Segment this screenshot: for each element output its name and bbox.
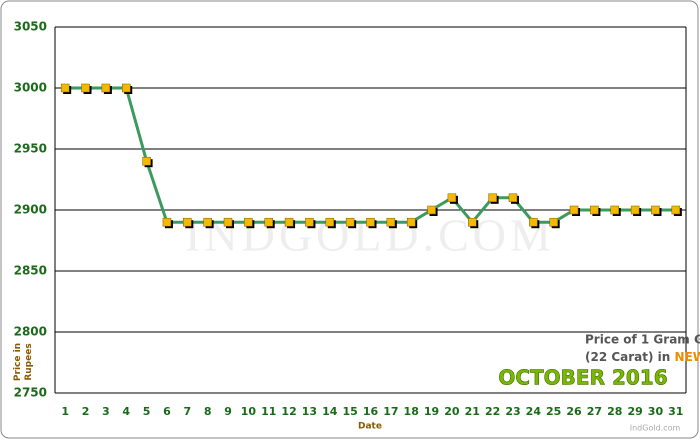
x-tick-label: 20 <box>444 405 460 418</box>
marker <box>203 217 212 227</box>
marker <box>121 83 131 93</box>
marker <box>468 217 477 227</box>
marker <box>386 217 396 227</box>
marker <box>630 205 640 215</box>
y-tick-label: 2750 <box>14 386 47 400</box>
x-tick-label: 9 <box>224 405 232 418</box>
x-tick-label: 11 <box>261 405 276 418</box>
marker <box>651 205 660 215</box>
caption-city: NEW DELHI <box>675 350 700 364</box>
x-tick-label: 4 <box>122 405 130 418</box>
x-tick-label: 31 <box>668 405 683 418</box>
marker <box>345 217 355 227</box>
watermark: INDGOLD.COM <box>185 210 555 261</box>
x-tick-label: 3 <box>102 405 110 418</box>
marker <box>264 217 273 227</box>
x-tick-label: 30 <box>648 405 664 418</box>
x-tick-label: 25 <box>546 405 561 418</box>
marker <box>549 217 558 227</box>
y-tick-label: 3000 <box>14 81 47 95</box>
y-tick-label: 2900 <box>14 203 47 217</box>
marker <box>101 83 111 93</box>
x-tick-label: 13 <box>302 405 317 418</box>
marker <box>366 217 375 227</box>
marker <box>610 205 620 215</box>
marker <box>244 217 253 227</box>
caption-line1: Price of 1 Gram Gold <box>585 333 700 347</box>
marker <box>325 217 335 227</box>
x-tick-label: 22 <box>485 405 500 418</box>
x-tick-label: 15 <box>342 405 357 418</box>
x-tick-label: 29 <box>627 405 642 418</box>
y-tick-label: 2850 <box>14 264 47 278</box>
caption-month: OCTOBER 2016 <box>498 366 667 390</box>
x-axis-label: Date <box>358 422 382 432</box>
y-axis-label: Price inRupees <box>13 343 34 381</box>
site: IndGold.com <box>630 424 681 433</box>
marker <box>142 156 151 166</box>
x-tick-label: 16 <box>363 405 379 418</box>
marker <box>590 205 599 215</box>
y-label-1: Price in <box>13 343 23 381</box>
marker <box>406 217 416 227</box>
x-tick-label: 5 <box>143 405 151 418</box>
marker <box>569 205 579 215</box>
x-tick-label: 18 <box>404 405 419 418</box>
marker <box>284 217 294 227</box>
caption-line2: (22 Carat) in NEW DELHI <box>585 350 700 364</box>
x-tick-label: 19 <box>424 405 439 418</box>
caption-text: (22 Carat) in <box>585 350 670 364</box>
x-tick-label: 17 <box>383 405 398 418</box>
x-tick-label: 28 <box>607 405 622 418</box>
x-tick-label: 23 <box>505 405 520 418</box>
marker <box>671 205 681 215</box>
x-tick-label: 12 <box>281 405 296 418</box>
x-tick-label: 8 <box>204 405 212 418</box>
marker <box>60 83 70 93</box>
marker <box>427 205 436 215</box>
x-tick-label: 6 <box>163 405 171 418</box>
marker <box>183 217 192 227</box>
y-tick-label: 3050 <box>14 20 47 34</box>
marker <box>162 217 172 227</box>
x-tick-label: 14 <box>322 405 338 418</box>
marker <box>488 193 497 203</box>
x-tick-label: 27 <box>587 405 602 418</box>
x-tick-label: 1 <box>61 405 69 418</box>
marker <box>305 217 314 227</box>
x-tick-label: 7 <box>183 405 191 418</box>
marker <box>81 83 90 93</box>
x-tick-label: 10 <box>241 405 257 418</box>
marker <box>529 217 538 227</box>
x-tick-label: 26 <box>566 405 582 418</box>
marker <box>508 193 518 203</box>
y-tick-label: 2800 <box>14 325 47 339</box>
marker <box>447 193 457 203</box>
x-tick-label: 21 <box>465 405 480 418</box>
y-tick-label: 2950 <box>14 142 47 156</box>
marker <box>223 217 233 227</box>
y-label-2: Rupees <box>24 343 34 380</box>
x-tick-label: 24 <box>526 405 542 418</box>
x-tick-label: 2 <box>82 405 90 418</box>
